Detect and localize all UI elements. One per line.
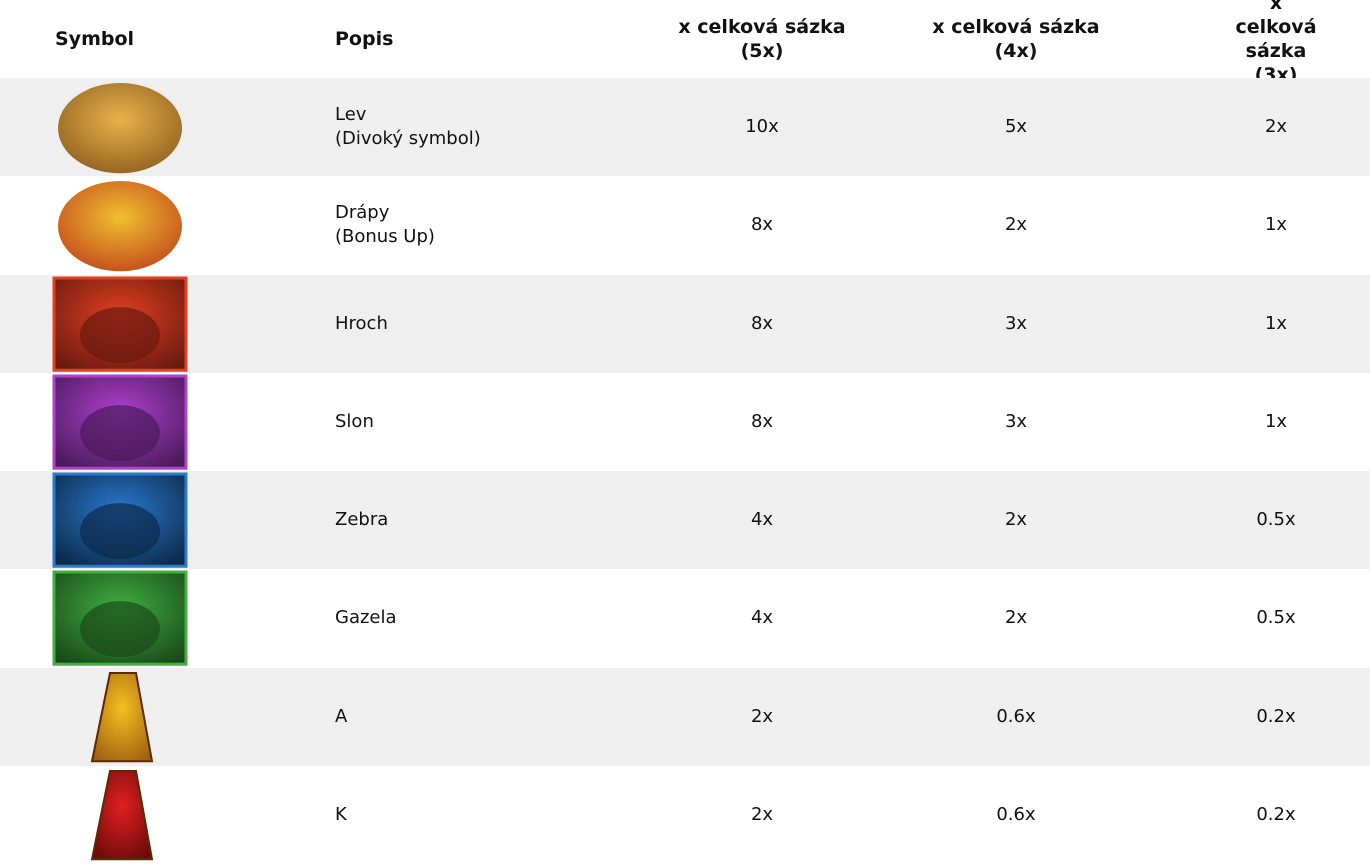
description-line: Drápy (335, 202, 390, 224)
symbol-icon (90, 671, 154, 762)
payout-cell: 0.5x (1256, 607, 1296, 629)
payout-cell: 8x (750, 410, 774, 432)
payout-cell: 5x (1004, 116, 1028, 138)
header-cell: Popis (335, 28, 394, 50)
table-row (0, 78, 1370, 177)
header-line: (5x) (740, 40, 784, 62)
symbol-icon (90, 769, 154, 860)
payout-cell: 0.2x (1256, 705, 1296, 727)
table-row (0, 373, 1370, 471)
symbol-icon (52, 570, 188, 666)
description-line: Hroch (335, 312, 388, 334)
payout-cell: 2x (750, 705, 774, 727)
description-cell: A (335, 668, 347, 766)
symbol-icon (58, 181, 182, 272)
header-cell: x celková sázka (3x) (1229, 0, 1323, 86)
description-line: K (335, 803, 347, 825)
header-cell: Symbol (55, 28, 135, 50)
payout-cell: 8x (750, 214, 774, 236)
header-cell: x celková sázka (5x) (678, 0, 845, 78)
description-line: Zebra (335, 509, 389, 531)
header-line: x celková sázka (1235, 0, 1317, 62)
symbol-icon (52, 374, 188, 470)
table-row (0, 176, 1370, 274)
payout-cell: 2x (750, 803, 774, 825)
table-row (0, 471, 1370, 570)
description-cell: Hroch (335, 275, 388, 373)
payout-cell: 0.6x (996, 803, 1036, 825)
payout-cell: 3x (1004, 410, 1028, 432)
description-line: Lev (335, 104, 367, 126)
symbol-icon (58, 83, 182, 174)
description-line: (Divoký symbol) (335, 128, 481, 150)
payout-cell: 0.5x (1256, 509, 1296, 531)
payout-cell: 8x (750, 312, 774, 334)
description-cell: Drápy (Bonus Up) (335, 176, 435, 274)
table-row (0, 274, 1370, 373)
payout-cell: 3x (1004, 312, 1028, 334)
description-line: (Bonus Up) (335, 226, 435, 248)
payout-cell: 1x (1264, 410, 1288, 432)
symbol-icon (52, 472, 188, 568)
payout-cell: 0.6x (996, 705, 1036, 727)
payout-cell: 0.2x (1256, 803, 1296, 825)
payout-cell: 2x (1004, 214, 1028, 236)
description-line: Slon (335, 410, 374, 432)
description-cell: K (335, 766, 347, 864)
description-line: A (335, 705, 348, 727)
description-line: Gazela (335, 607, 397, 629)
payout-cell: 1x (1264, 214, 1288, 236)
description-cell: Lev (Divoký symbol) (335, 78, 481, 176)
table-row (0, 569, 1370, 667)
description-cell: Zebra (335, 471, 388, 569)
payout-cell: 1x (1264, 312, 1288, 334)
header-line: x celková sázka (932, 16, 1100, 38)
header-line: x celková sázka (678, 16, 846, 38)
description-cell: Slon (335, 373, 374, 471)
payout-cell: 10x (745, 116, 779, 138)
description-cell: Gazela (335, 569, 397, 667)
header-line: (4x) (994, 40, 1038, 62)
payout-cell: 4x (750, 607, 774, 629)
table-row (0, 667, 1370, 766)
table-row (0, 766, 1370, 864)
payout-cell: 2x (1004, 509, 1028, 531)
payout-cell: 2x (1264, 116, 1288, 138)
symbol-icon (52, 276, 188, 372)
payout-cell: 2x (1004, 607, 1028, 629)
payout-cell: 4x (750, 509, 774, 531)
header-cell: x celková sázka (4x) (932, 0, 1099, 78)
